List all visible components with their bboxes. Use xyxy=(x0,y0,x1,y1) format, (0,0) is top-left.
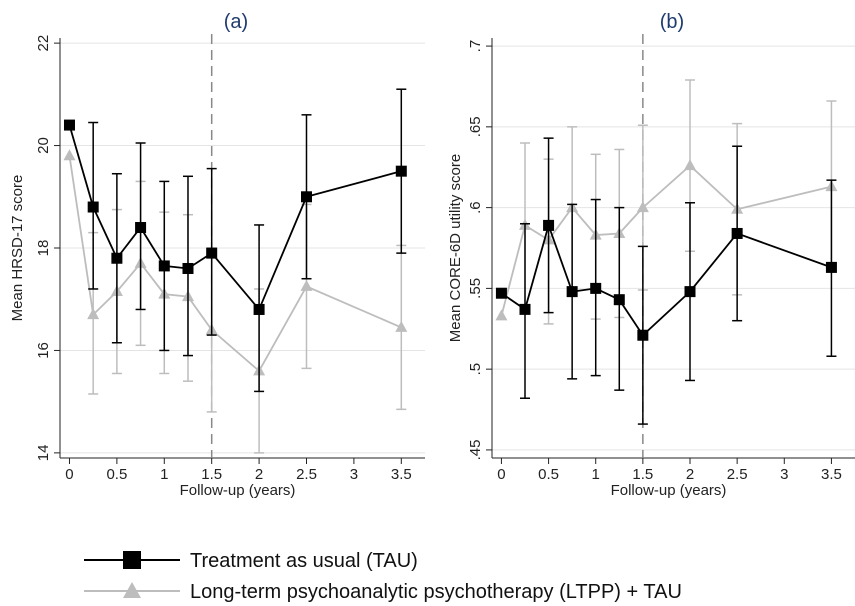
x-tick-label: 3.5 xyxy=(821,466,842,483)
y-tick-label: .45 xyxy=(467,439,484,460)
series-tau xyxy=(495,137,837,425)
series-ltpp xyxy=(495,79,838,325)
data-point xyxy=(825,261,837,273)
panel-title: (a) xyxy=(224,11,248,33)
y-tick-label: .7 xyxy=(467,40,484,53)
data-point xyxy=(87,201,99,213)
data-point xyxy=(182,262,194,274)
legend-label-tau: Treatment as usual (TAU) xyxy=(190,550,418,572)
y-tick-label: .6 xyxy=(467,201,484,214)
x-tick-label: 2.5 xyxy=(296,466,317,483)
x-tick-label: 1.5 xyxy=(632,466,653,483)
x-tick-label: 1 xyxy=(160,466,168,483)
data-point xyxy=(63,119,75,131)
y-axis-label: Mean HRSD-17 score xyxy=(9,175,26,322)
data-point xyxy=(519,303,531,315)
data-point xyxy=(300,279,313,291)
legend-item-ltpp: Long-term psychoanalytic psychotherapy (… xyxy=(84,581,682,603)
data-point xyxy=(87,308,100,320)
series-line xyxy=(500,164,832,317)
x-tick-label: 1.5 xyxy=(201,466,222,483)
y-tick-label: .5 xyxy=(467,363,484,376)
series-ltpp xyxy=(63,149,408,454)
y-tick-label: 16 xyxy=(35,342,52,359)
x-tick-label: 0.5 xyxy=(538,466,559,483)
y-tick-label: 20 xyxy=(35,137,52,154)
y-axis-label: Mean CORE-6D utility score xyxy=(447,154,464,342)
panel-b: .45 .5 .55 .6 .65 .7 0 0.5 1 1.5 2 2.5 3 3.5 (b) Follow… xyxy=(447,11,855,499)
data-point xyxy=(206,247,218,259)
x-tick-label: 3 xyxy=(780,466,788,483)
data-point xyxy=(684,159,696,171)
y-tick-label: 22 xyxy=(35,35,52,52)
data-point xyxy=(300,191,312,203)
data-point xyxy=(495,309,508,321)
panel-title: (b) xyxy=(660,11,684,33)
x-tick-label: 0 xyxy=(497,466,505,483)
data-point xyxy=(395,165,407,177)
data-point xyxy=(135,222,147,234)
data-point xyxy=(566,286,578,298)
data-point xyxy=(395,320,408,332)
data-point xyxy=(684,286,696,298)
x-tick-label: 2 xyxy=(255,466,263,483)
series-line xyxy=(500,222,832,337)
series-line xyxy=(68,155,402,373)
data-point xyxy=(253,303,265,315)
data-point xyxy=(590,282,602,294)
legend-marker-tau xyxy=(123,551,141,569)
y-tick-label: 18 xyxy=(35,240,52,257)
panel-a: 14 16 18 20 22 0 0.5 1 1.5 2 2.5 3 3.5 (a) Follow-up (… xyxy=(9,11,425,499)
data-point xyxy=(158,260,170,272)
legend-marker-ltpp xyxy=(123,582,141,598)
data-point xyxy=(63,149,76,161)
x-tick-label: 3 xyxy=(350,466,358,483)
data-point xyxy=(495,287,507,299)
series-line xyxy=(68,124,402,312)
y-tick-label: 14 xyxy=(35,445,52,462)
data-point xyxy=(543,219,555,231)
legend-label-ltpp: Long-term psychoanalytic psychotherapy (… xyxy=(190,581,682,603)
data-point xyxy=(613,294,625,306)
x-axis-label: Follow-up (years) xyxy=(611,482,727,499)
data-point xyxy=(636,201,649,213)
series-tau xyxy=(63,88,407,393)
x-tick-label: 2 xyxy=(686,466,694,483)
y-tick-label: .65 xyxy=(467,116,484,137)
data-point xyxy=(731,227,743,239)
data-point xyxy=(637,329,649,341)
x-tick-label: 0.5 xyxy=(106,466,127,483)
x-tick-label: 0 xyxy=(65,466,73,483)
data-point xyxy=(111,252,123,264)
x-axis-label: Follow-up (years) xyxy=(180,482,296,499)
legend: Treatment as usual (TAU) Long-term psych… xyxy=(84,550,682,603)
x-tick-label: 3.5 xyxy=(391,466,412,483)
y-tick-label: .55 xyxy=(467,278,484,299)
x-tick-label: 2.5 xyxy=(727,466,748,483)
x-tick-label: 1 xyxy=(592,466,600,483)
legend-item-tau: Treatment as usual (TAU) xyxy=(84,550,418,572)
